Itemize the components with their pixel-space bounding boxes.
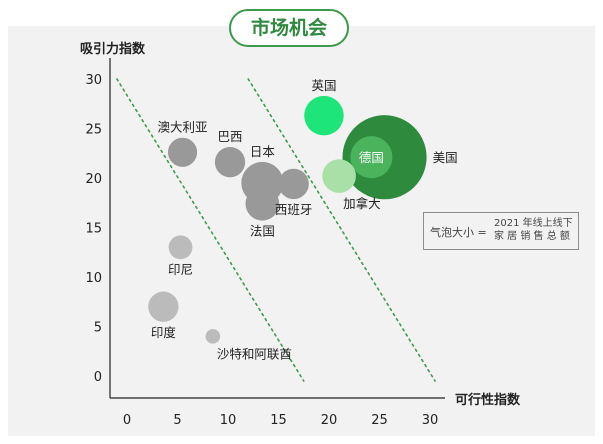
- data-label-西班牙: 西班牙: [275, 202, 313, 217]
- bubble-巴西: [214, 146, 246, 178]
- x-tick-label: 30: [422, 413, 439, 428]
- bubble-印度: [148, 291, 179, 322]
- x-tick-label: 25: [371, 413, 388, 428]
- legend-description: 2021 年线上线下 家 居 销 售 总 额: [494, 217, 573, 243]
- chart-title: 市场机会: [229, 9, 349, 47]
- reference-line-1: [116, 78, 305, 382]
- y-tick-label: 30: [85, 73, 102, 88]
- legend-line-2: 家 居 销 售 总 额: [494, 231, 570, 242]
- x-tick-label: 15: [270, 413, 287, 428]
- legend: 气泡大小 = 2021 年线上线下 家 居 销 售 总 额: [423, 212, 579, 250]
- x-tick-label: 10: [220, 413, 237, 428]
- x-tick-label: 20: [321, 413, 338, 428]
- bubble-沙特和阿联酋: [205, 329, 221, 344]
- data-label-英国: 英国: [311, 78, 336, 93]
- data-label-印度: 印度: [151, 325, 177, 340]
- x-tick-label: 0: [123, 413, 131, 428]
- y-tick-label: 5: [94, 321, 102, 336]
- y-tick-label: 0: [94, 370, 102, 385]
- reference-line-2: [247, 78, 436, 382]
- data-label-法国: 法国: [250, 224, 275, 239]
- x-tick-label: 5: [173, 413, 181, 428]
- y-tick-label: 25: [85, 123, 102, 138]
- data-label-加拿大: 加拿大: [343, 196, 381, 211]
- data-label-美国: 美国: [433, 150, 458, 165]
- data-label-巴西: 巴西: [218, 129, 243, 144]
- bubble-加拿大: [322, 159, 356, 193]
- legend-label: 气泡大小 =: [430, 226, 487, 239]
- bubble-法国: [245, 186, 280, 221]
- y-tick-label: 15: [85, 222, 102, 237]
- bubble-印尼: [168, 235, 193, 260]
- bubble-西班牙: [278, 168, 309, 200]
- bubble-澳大利亚: [167, 137, 198, 167]
- bubble-英国: [304, 95, 344, 136]
- y-axis-label: 吸引力指数: [80, 41, 146, 57]
- x-axis-label: 可行性指数: [455, 392, 521, 408]
- data-label-印尼: 印尼: [168, 262, 193, 277]
- bubble-德国: [350, 136, 393, 179]
- data-label-沙特和阿联酋: 沙特和阿联酋: [217, 347, 292, 362]
- data-label-澳大利亚: 澳大利亚: [158, 120, 208, 135]
- y-tick-label: 20: [85, 172, 102, 187]
- data-label-德国: 德国: [359, 150, 384, 165]
- y-tick-label: 10: [85, 271, 102, 286]
- legend-line-1: 2021 年线上线下: [494, 218, 573, 229]
- data-label-日本: 日本: [250, 144, 276, 159]
